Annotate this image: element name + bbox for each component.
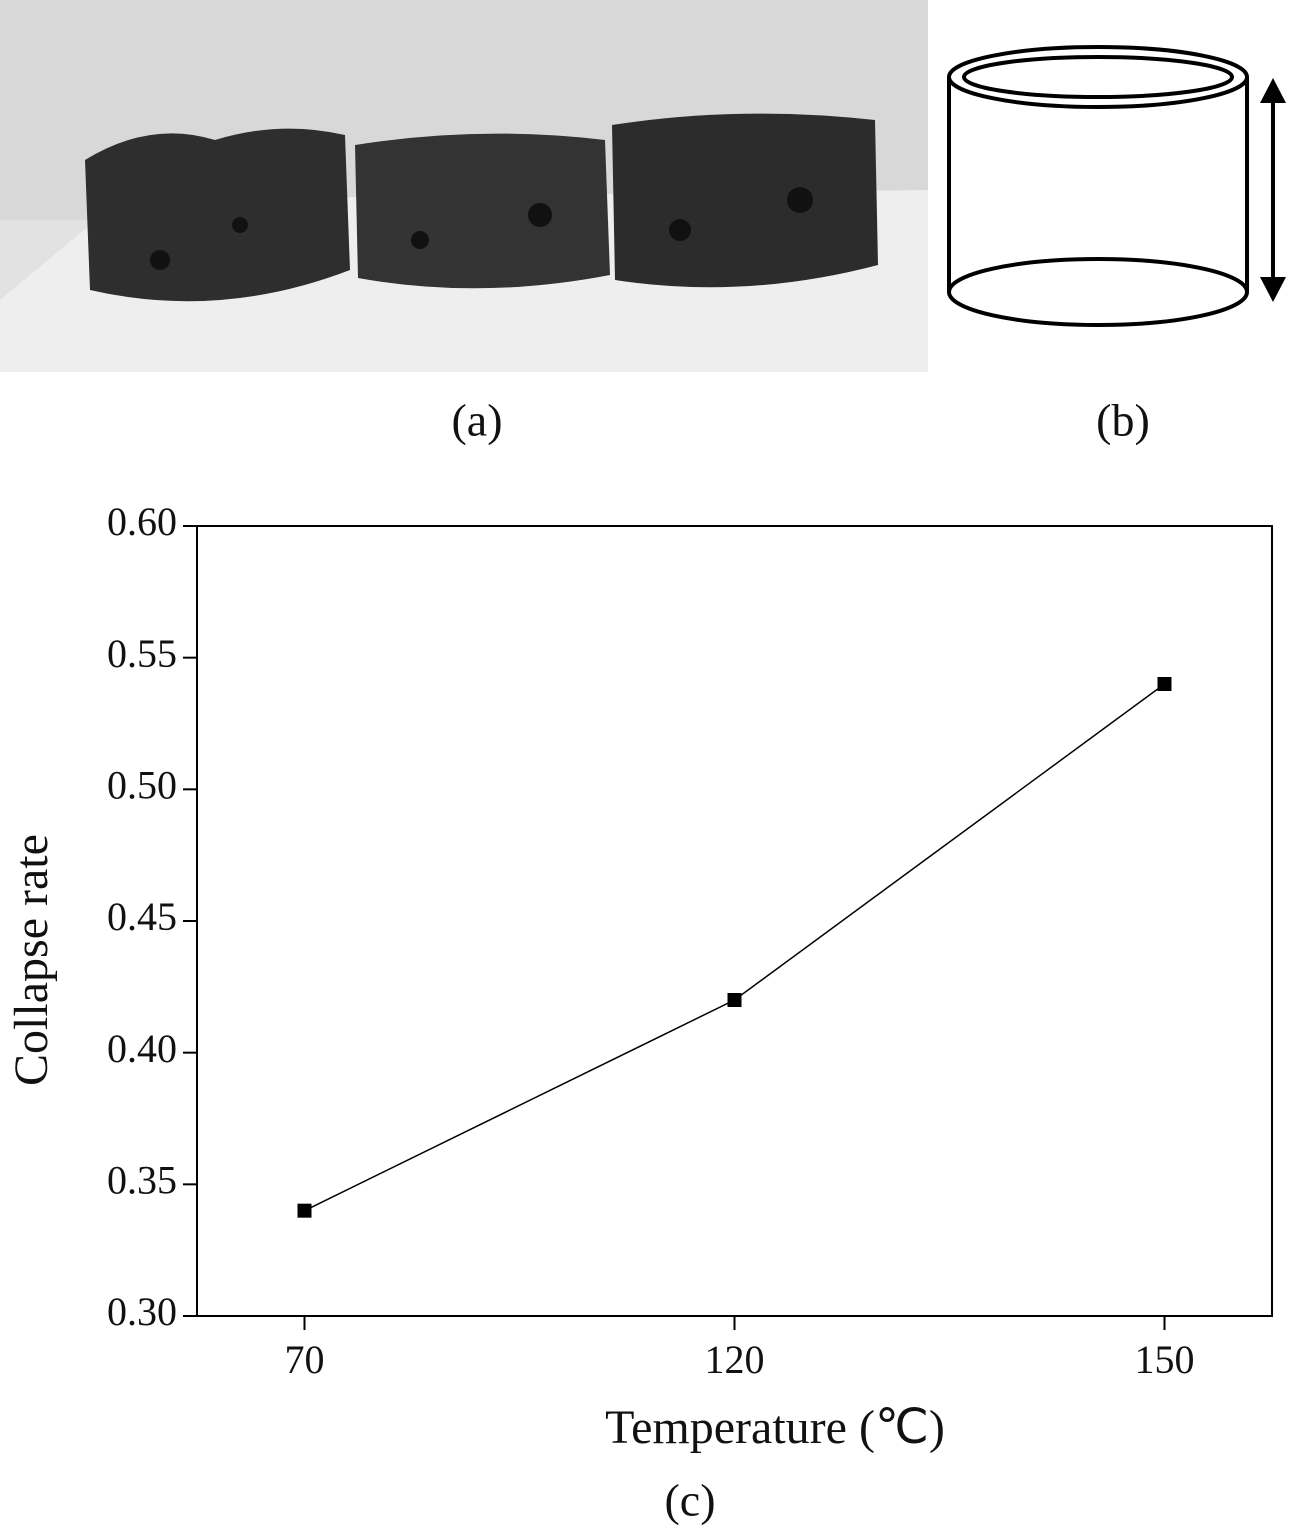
marker bbox=[1157, 677, 1172, 691]
y-axis-title: Collapse rate bbox=[5, 834, 58, 1086]
caption: (b) bbox=[1096, 395, 1150, 446]
photo bbox=[0, 0, 928, 372]
marker bbox=[727, 993, 742, 1007]
x-tick-label: 150 bbox=[1135, 1337, 1195, 1382]
cylinder-diagram bbox=[947, 45, 1286, 327]
caption: (c) bbox=[664, 1475, 715, 1526]
caption: (a) bbox=[451, 395, 502, 446]
x-tick-label: 120 bbox=[705, 1337, 765, 1382]
x-axis-title: Temperature (℃) bbox=[605, 1401, 945, 1454]
plot-frame bbox=[196, 525, 1273, 1317]
x-tick-label: 70 bbox=[285, 1337, 325, 1382]
y-tick-label: 0.30 bbox=[107, 1289, 177, 1334]
y-tick-label: 0.50 bbox=[107, 763, 177, 808]
y-tick-label: 0.55 bbox=[107, 631, 177, 676]
line bbox=[304, 683, 1165, 1212]
y-tick-label: 0.45 bbox=[107, 894, 177, 939]
y-tick-label: 0.35 bbox=[107, 1158, 177, 1203]
y-tick-label: 0.40 bbox=[107, 1026, 177, 1071]
marker bbox=[297, 1203, 312, 1218]
y-tick-label: 0.60 bbox=[107, 499, 177, 544]
